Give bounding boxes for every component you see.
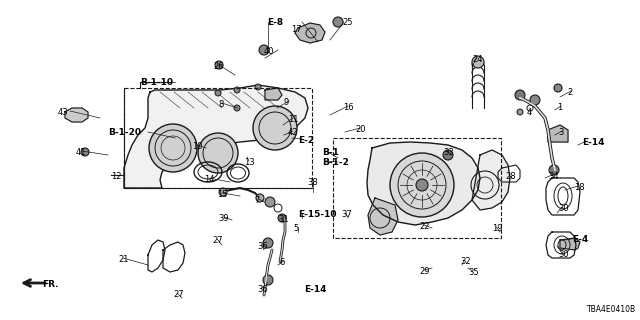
Circle shape [443,150,453,160]
Text: 36: 36 [257,285,268,294]
Bar [124,88,312,188]
Circle shape [515,90,525,100]
Circle shape [517,109,523,115]
Text: 3: 3 [558,128,563,137]
Polygon shape [295,23,325,43]
Text: 32: 32 [460,257,470,266]
Polygon shape [368,198,398,235]
Polygon shape [548,125,568,142]
Polygon shape [265,88,282,100]
Text: 37: 37 [341,210,352,219]
Text: TBA4E0410B: TBA4E0410B [587,305,636,314]
Text: 24: 24 [472,55,483,64]
Circle shape [278,214,286,222]
Circle shape [198,133,238,173]
Polygon shape [472,150,510,210]
Text: 11: 11 [288,115,298,124]
Text: 33: 33 [443,148,454,157]
Circle shape [253,106,297,150]
Text: 8: 8 [218,100,223,109]
Text: 19: 19 [492,224,502,233]
Text: 42: 42 [288,128,298,137]
Text: 31: 31 [278,215,289,224]
Polygon shape [124,85,308,188]
Text: 2: 2 [567,88,572,97]
Text: 40: 40 [264,47,275,56]
Circle shape [215,90,221,96]
Text: 38: 38 [307,178,317,187]
Text: B-1-20: B-1-20 [108,128,141,137]
Text: 16: 16 [343,103,354,112]
Text: 35: 35 [468,268,479,277]
Text: E-2: E-2 [298,136,314,145]
Text: 13: 13 [244,158,255,167]
Circle shape [530,95,540,105]
Circle shape [263,238,273,248]
Polygon shape [65,108,88,122]
Text: 15: 15 [217,190,227,199]
Text: 22: 22 [419,222,429,231]
Circle shape [215,61,223,69]
Text: 29: 29 [419,267,429,276]
Circle shape [149,124,197,172]
Text: 4: 4 [527,108,532,117]
Text: 20: 20 [355,125,365,134]
Text: 25: 25 [342,18,353,27]
Text: 30: 30 [558,250,568,259]
Circle shape [255,84,261,90]
Circle shape [416,179,428,191]
Text: 17: 17 [291,25,301,34]
Text: E-4: E-4 [572,235,588,244]
Text: 6: 6 [279,258,284,267]
Circle shape [234,105,240,111]
Text: 27: 27 [173,290,184,299]
Circle shape [472,56,484,68]
Circle shape [259,45,269,55]
Text: 41: 41 [76,148,86,157]
Text: 9: 9 [284,98,289,107]
Text: 43: 43 [58,108,68,117]
Text: 10: 10 [192,142,202,151]
Text: 39: 39 [218,214,228,223]
Text: 1: 1 [557,103,563,112]
Text: 14: 14 [204,175,214,184]
Text: 27: 27 [212,236,223,245]
Text: E-14: E-14 [304,285,326,294]
Bar [333,138,501,238]
Circle shape [390,153,454,217]
Text: 26: 26 [213,62,223,71]
Text: E-8: E-8 [267,18,283,27]
Polygon shape [560,238,580,250]
Circle shape [234,87,240,93]
Text: 5: 5 [293,224,298,233]
Text: B-1-2: B-1-2 [322,158,349,167]
Text: 21: 21 [118,255,129,264]
Text: B-1: B-1 [322,148,339,157]
Text: 7: 7 [254,196,259,205]
Text: 12: 12 [111,172,122,181]
Circle shape [219,188,227,196]
Text: 36: 36 [257,242,268,251]
Text: B-1-10: B-1-10 [140,78,173,87]
Circle shape [263,275,273,285]
Polygon shape [367,142,480,225]
Text: 28: 28 [505,172,516,181]
Text: 34: 34 [548,172,559,181]
Text: 18: 18 [574,183,584,192]
Circle shape [549,165,559,175]
Text: E-15-10: E-15-10 [298,210,337,219]
Circle shape [554,84,562,92]
Circle shape [333,17,343,27]
Text: 30: 30 [558,204,568,213]
Circle shape [81,148,89,156]
Circle shape [256,194,264,202]
Circle shape [265,197,275,207]
Text: FR.: FR. [42,280,58,289]
Text: E-14: E-14 [582,138,605,147]
